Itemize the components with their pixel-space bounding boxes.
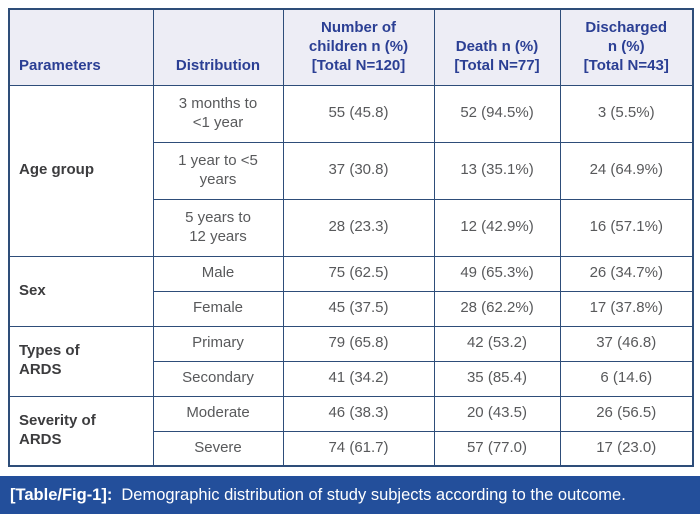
header-row: Parameters Distribution Number of childr… (8, 8, 694, 86)
death-cell: 49 (65.3%) (433, 255, 561, 292)
discharged-cell: 24 (64.9%) (559, 141, 694, 200)
distribution-cell: Male (152, 255, 284, 292)
distribution-cell: Female (152, 290, 284, 327)
distribution-cell: 3 months to <1 year (152, 84, 284, 143)
col-header-discharged: Discharged n (%) [Total N=43] (559, 8, 694, 86)
caption-text: Demographic distribution of study subjec… (121, 485, 626, 504)
table-row: Female 45 (37.5) 28 (62.2%) 17 (37.8%) (9, 290, 694, 327)
parameter-cell: Age group (8, 84, 154, 257)
discharged-cell: 37 (46.8) (559, 325, 694, 362)
distribution-cell: Severe (152, 430, 284, 467)
discharged-cell: 16 (57.1%) (559, 198, 694, 257)
parameter-cell: Sex (8, 255, 154, 327)
distribution-cell: 5 years to 12 years (152, 198, 284, 257)
table-row: Sex Male 75 (62.5) 49 (65.3%) 26 (34.7%) (8, 255, 694, 327)
death-cell: 28 (62.2%) (433, 290, 561, 327)
discharged-cell: 26 (56.5) (559, 395, 694, 432)
col-header-death: Death n (%) [Total N=77] (433, 8, 561, 86)
caption-bar: [Table/Fig-1]: Demographic distribution … (0, 476, 700, 514)
death-cell: 35 (85.4) (433, 360, 561, 397)
children-cell: 45 (37.5) (282, 290, 435, 327)
table-row: Types of ARDS Primary 79 (65.8) 42 (53.2) 37… (8, 325, 694, 397)
children-cell: 28 (23.3) (282, 198, 435, 257)
death-cell: 52 (94.5%) (433, 84, 561, 143)
table-row: Age group 3 months to <1 year 55 (45.8) 52 … (8, 84, 694, 257)
death-cell: 12 (42.9%) (433, 198, 561, 257)
distribution-cell: Primary (152, 325, 284, 362)
discharged-cell: 6 (14.6) (559, 360, 694, 397)
table-row: Severe 74 (61.7) 57 (77.0) 17 (23.0) (9, 430, 694, 467)
death-cell: 20 (43.5) (433, 395, 561, 432)
table-body: Age group 3 months to <1 year 55 (45.8) 52 … (8, 84, 694, 467)
table-row: 5 years to 12 years 28 (23.3) 12 (42.9%) 16… (9, 198, 694, 257)
children-cell: 55 (45.8) (282, 84, 435, 143)
distribution-cell: Moderate (152, 395, 284, 432)
discharged-cell: 17 (23.0) (559, 430, 694, 467)
children-cell: 37 (30.8) (282, 141, 435, 200)
discharged-cell: 26 (34.7%) (559, 255, 694, 292)
death-cell: 57 (77.0) (433, 430, 561, 467)
table-row: Severity of ARDS Moderate 46 (38.3) 20 (43.… (8, 395, 694, 467)
distribution-cell: Secondary (152, 360, 284, 397)
children-cell: 41 (34.2) (282, 360, 435, 397)
death-cell: 13 (35.1%) (433, 141, 561, 200)
discharged-cell: 3 (5.5%) (559, 84, 694, 143)
col-header-number-of-children: Number of children n (%) [Total N=120] (282, 8, 435, 86)
col-header-distribution: Distribution (152, 8, 284, 86)
demographics-table: Parameters Distribution Number of childr… (8, 8, 694, 467)
children-cell: 74 (61.7) (282, 430, 435, 467)
caption-label: [Table/Fig-1]: (10, 485, 113, 504)
children-cell: 79 (65.8) (282, 325, 435, 362)
col-header-parameters: Parameters (8, 8, 154, 86)
death-cell: 42 (53.2) (433, 325, 561, 362)
discharged-cell: 17 (37.8%) (559, 290, 694, 327)
table-row: Secondary 41 (34.2) 35 (85.4) 6 (14.6) (9, 360, 694, 397)
children-cell: 75 (62.5) (282, 255, 435, 292)
children-cell: 46 (38.3) (282, 395, 435, 432)
table-row: 1 year to <5 years 37 (30.8) 13 (35.1%) 24 … (9, 141, 694, 200)
distribution-cell: 1 year to <5 years (152, 141, 284, 200)
parameter-cell: Severity of ARDS (8, 395, 154, 467)
parameter-cell: Types of ARDS (8, 325, 154, 397)
